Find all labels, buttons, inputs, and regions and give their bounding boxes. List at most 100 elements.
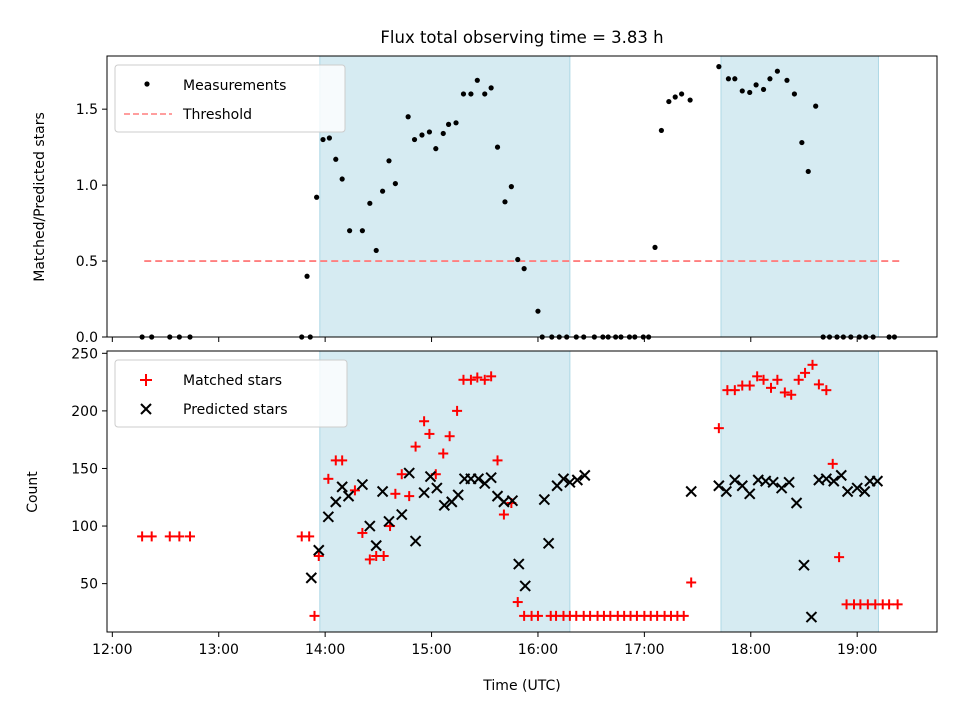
matched-legend-label: Matched stars xyxy=(183,373,282,389)
x-tick-label: 15:00 xyxy=(411,642,451,658)
measurement-point xyxy=(411,136,418,143)
matched-star-point xyxy=(758,374,769,385)
predicted-star-point xyxy=(485,471,497,484)
predicted-star-point xyxy=(713,480,725,492)
predicted-star-point xyxy=(506,495,519,507)
measurement-point xyxy=(747,89,753,96)
matched-star-point xyxy=(357,527,368,538)
measurement-point xyxy=(386,158,392,164)
predicted-star-point xyxy=(858,485,871,498)
matched-star-point xyxy=(174,531,185,542)
measurement-point xyxy=(508,184,514,190)
measurement-point xyxy=(405,114,411,120)
predicted-star-point xyxy=(685,485,697,498)
y-ticks: 50 100 150 200 250 xyxy=(71,346,107,593)
measurement-point xyxy=(488,85,494,91)
predicted-star-point xyxy=(452,489,464,501)
measurement-point xyxy=(373,247,379,254)
observing-window xyxy=(720,55,879,338)
predicted-star-point xyxy=(322,511,335,523)
predicted-star-point xyxy=(370,539,382,552)
measurement-point xyxy=(784,77,790,83)
matched-star-point xyxy=(884,599,895,610)
measurement-point xyxy=(347,228,353,234)
matched-star-point xyxy=(309,610,320,621)
measurement-point xyxy=(666,98,672,105)
count-ylabel: Count xyxy=(25,471,41,513)
count-legend: Matched stars Predicted stars xyxy=(114,359,348,428)
measurement-point xyxy=(753,82,759,88)
matched-star-point xyxy=(779,387,790,398)
matched-star-point xyxy=(479,374,490,385)
y-tick-label: 100 xyxy=(71,519,98,535)
measurement-point xyxy=(326,135,332,141)
predicted-star-point xyxy=(805,611,818,623)
matched-star-point xyxy=(444,431,455,442)
ratio-ylabel: Matched/Predicted stars xyxy=(32,112,48,282)
matched-star-point xyxy=(419,416,430,427)
measurement-point xyxy=(460,91,467,97)
matched-star-point xyxy=(164,531,175,542)
predicted-star-point xyxy=(424,470,437,483)
predicted-star-point xyxy=(538,493,551,506)
matched-star-point xyxy=(410,441,421,452)
matched-star-point xyxy=(304,531,315,542)
matched-star-point xyxy=(465,374,476,385)
measurement-point xyxy=(468,91,474,97)
predicted-star-point xyxy=(783,476,795,488)
y-tick-label: 50 xyxy=(80,577,98,593)
matched-star-point xyxy=(800,367,811,378)
measurement-point xyxy=(805,168,811,175)
x-tick-label: 13:00 xyxy=(199,642,239,658)
matched-star-point xyxy=(390,488,401,499)
measurement-point xyxy=(799,139,805,146)
predicted-star-point xyxy=(396,508,408,521)
y-tick-label: 150 xyxy=(71,461,98,477)
measurements-legend-label: Measurements xyxy=(183,78,286,94)
predicted-star-point xyxy=(403,467,415,479)
x-tick-label: 14:00 xyxy=(305,642,345,658)
measurement-point xyxy=(380,188,386,194)
x-ticks: 12:00 13:00 14:00 15:00 16:00 17:00 18:00 19:00 xyxy=(92,632,877,658)
measurement-point xyxy=(494,144,501,150)
matched-star-point xyxy=(678,610,689,621)
y-tick-label: 1.5 xyxy=(76,102,98,118)
observing-window xyxy=(319,55,571,338)
predicted-star-point xyxy=(383,515,395,528)
x-tick-label: 17:00 xyxy=(624,642,664,658)
figure-title: Flux total observing time = 3.83 h xyxy=(380,28,663,47)
measurement-point xyxy=(440,130,446,137)
matched-legend-marker xyxy=(140,374,152,386)
measurement-point xyxy=(482,91,488,97)
predicted-star-point xyxy=(313,544,325,556)
predicted-star-point xyxy=(305,572,318,584)
measurement-point xyxy=(739,88,745,94)
measurement-point xyxy=(314,194,320,200)
matched-star-point xyxy=(313,550,324,561)
y-tick-label: 1.0 xyxy=(76,178,98,194)
measurement-point xyxy=(658,127,664,134)
x-tick-label: 18:00 xyxy=(731,642,771,658)
measurement-point xyxy=(767,76,773,82)
matched-star-point xyxy=(137,531,148,542)
predicted-star-point xyxy=(820,473,833,485)
observing-windows xyxy=(319,55,879,338)
predicted-star-point xyxy=(330,496,342,508)
predicted-star-point xyxy=(376,485,389,498)
y-tick-label: 0.5 xyxy=(76,254,98,270)
measurements-legend-marker xyxy=(144,81,150,87)
predicted-star-point xyxy=(342,490,355,502)
matched-star-point xyxy=(793,374,804,385)
observing-window xyxy=(319,350,571,633)
matched-star-point xyxy=(472,372,483,383)
predicted-legend-marker xyxy=(140,403,152,415)
ratio-panel: 0.0 0.5 1.0 1.5 Matched/Predicted stars Mea… xyxy=(32,55,938,346)
matched-star-point xyxy=(807,359,818,370)
matched-star-point xyxy=(349,485,360,496)
predicted-star-point xyxy=(513,558,525,570)
matched-star-point xyxy=(396,469,407,480)
matched-star-point xyxy=(404,491,415,502)
matched-star-point xyxy=(185,531,195,542)
measurement-point xyxy=(813,103,819,109)
